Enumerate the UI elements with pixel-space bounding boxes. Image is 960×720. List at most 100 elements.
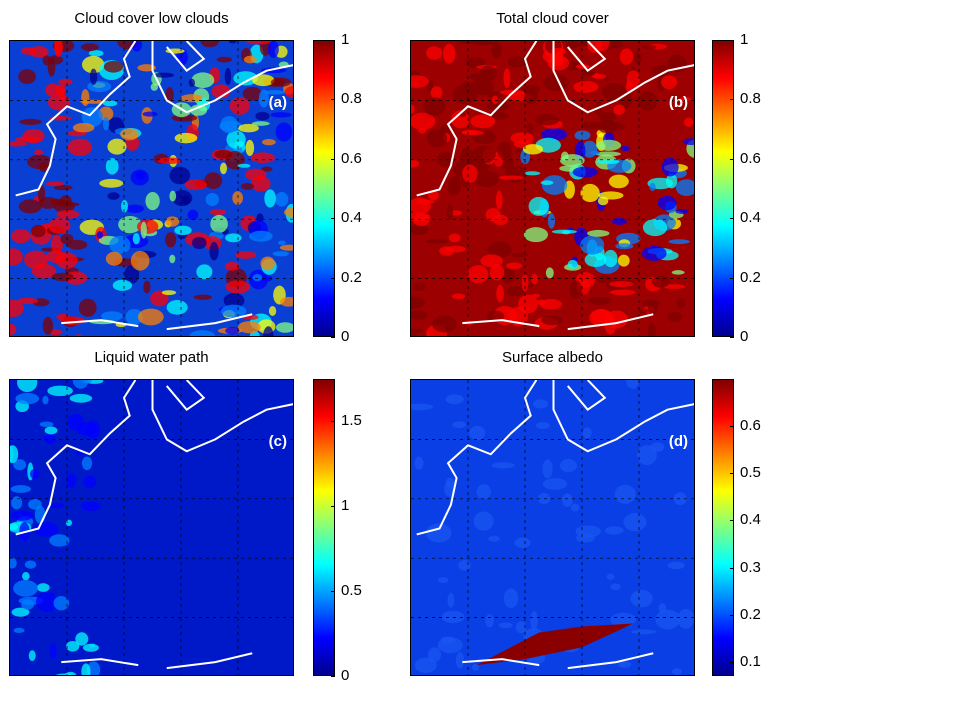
field-blob bbox=[42, 316, 54, 335]
field-blob bbox=[264, 189, 276, 208]
field-blob bbox=[497, 141, 512, 159]
colorbar-tick-label: 0.3 bbox=[740, 558, 761, 576]
field-blob bbox=[252, 74, 275, 87]
field-blob bbox=[31, 224, 46, 238]
field-blob bbox=[491, 95, 498, 105]
field-blob bbox=[438, 577, 449, 584]
field-blob bbox=[66, 472, 77, 489]
field-blob bbox=[672, 668, 682, 675]
field-blob bbox=[143, 280, 151, 294]
field-blob bbox=[89, 68, 98, 85]
field-blob bbox=[165, 216, 180, 227]
field-blob bbox=[220, 304, 247, 318]
field-blob bbox=[608, 281, 634, 288]
field-blob bbox=[610, 289, 636, 296]
field-blob bbox=[47, 94, 71, 111]
field-blob bbox=[17, 380, 38, 393]
field-blob bbox=[511, 252, 529, 258]
field-blob bbox=[510, 132, 534, 145]
field-blob bbox=[626, 380, 640, 389]
field-blob bbox=[251, 121, 270, 126]
field-blob bbox=[536, 299, 546, 306]
colorbar-tick-label: 1.5 bbox=[341, 412, 362, 430]
field-blob bbox=[603, 249, 618, 268]
field-blob bbox=[496, 284, 504, 303]
field-blob bbox=[411, 328, 427, 336]
field-blob bbox=[49, 534, 70, 547]
heatmap-field bbox=[411, 41, 694, 336]
panel-title: Liquid water path bbox=[94, 349, 209, 366]
field-blob bbox=[498, 622, 513, 629]
field-blob bbox=[200, 41, 220, 48]
field-blob bbox=[431, 315, 457, 333]
field-blob bbox=[620, 145, 631, 152]
field-blob bbox=[137, 308, 164, 326]
field-blob bbox=[605, 526, 624, 535]
field-blob bbox=[22, 572, 30, 581]
field-blob bbox=[54, 41, 63, 58]
field-blob bbox=[506, 286, 525, 297]
field-blob bbox=[411, 299, 415, 311]
field-blob bbox=[55, 252, 78, 269]
field-blob bbox=[412, 283, 426, 292]
field-blob bbox=[243, 55, 257, 64]
panel-label: (a) bbox=[268, 94, 287, 112]
field-blob bbox=[595, 41, 610, 52]
field-blob bbox=[268, 305, 277, 317]
field-blob bbox=[540, 180, 554, 186]
field-blob bbox=[542, 459, 553, 479]
field-blob bbox=[491, 41, 502, 59]
colorbar-tick-label: 0.4 bbox=[740, 209, 761, 227]
field-blob bbox=[580, 235, 605, 255]
field-blob bbox=[661, 157, 679, 177]
coastline bbox=[416, 41, 694, 331]
field-blob bbox=[267, 41, 279, 58]
field-blob bbox=[42, 55, 51, 66]
field-blob bbox=[611, 217, 627, 225]
field-blob bbox=[531, 273, 539, 285]
colorbar-tick-label: 0.4 bbox=[341, 209, 362, 227]
field-blob bbox=[675, 209, 689, 214]
field-blob bbox=[187, 209, 199, 221]
field-blob bbox=[486, 100, 511, 111]
field-blob bbox=[608, 174, 629, 189]
field-blob bbox=[237, 163, 251, 168]
field-blob bbox=[501, 268, 515, 284]
field-blob bbox=[18, 199, 42, 214]
field-blob bbox=[667, 311, 683, 323]
field-blob bbox=[78, 298, 97, 317]
field-blob bbox=[42, 395, 49, 405]
field-blob bbox=[541, 175, 568, 195]
field-blob bbox=[191, 72, 215, 88]
field-blob bbox=[682, 138, 694, 146]
field-blob bbox=[442, 43, 456, 64]
field-blob bbox=[28, 650, 36, 662]
field-blob bbox=[136, 219, 159, 234]
field-blob bbox=[615, 243, 634, 250]
colorbar-tick-label: 0.5 bbox=[740, 464, 761, 482]
heatmap-panel: (b) bbox=[410, 40, 695, 337]
field-blob bbox=[240, 182, 254, 190]
colorbar-tick-label: 0.2 bbox=[740, 268, 761, 286]
field-blob bbox=[565, 41, 579, 49]
field-blob bbox=[668, 239, 690, 245]
field-blob bbox=[125, 308, 143, 325]
field-blob bbox=[278, 240, 286, 246]
field-blob bbox=[29, 468, 40, 480]
field-blob bbox=[423, 97, 446, 116]
field-blob bbox=[11, 607, 30, 617]
field-blob bbox=[574, 130, 591, 141]
field-blob bbox=[48, 217, 71, 234]
field-blob bbox=[416, 199, 435, 204]
field-blob bbox=[476, 484, 491, 500]
field-blob bbox=[618, 661, 632, 669]
field-blob bbox=[44, 426, 58, 435]
field-blob bbox=[124, 265, 140, 284]
colorbar bbox=[313, 40, 335, 337]
field-blob bbox=[224, 68, 232, 85]
colorbar-tick-label: 1 bbox=[341, 31, 350, 48]
field-blob bbox=[24, 560, 37, 569]
field-blob bbox=[462, 164, 478, 183]
field-blob bbox=[188, 78, 195, 87]
field-blob bbox=[184, 179, 207, 191]
